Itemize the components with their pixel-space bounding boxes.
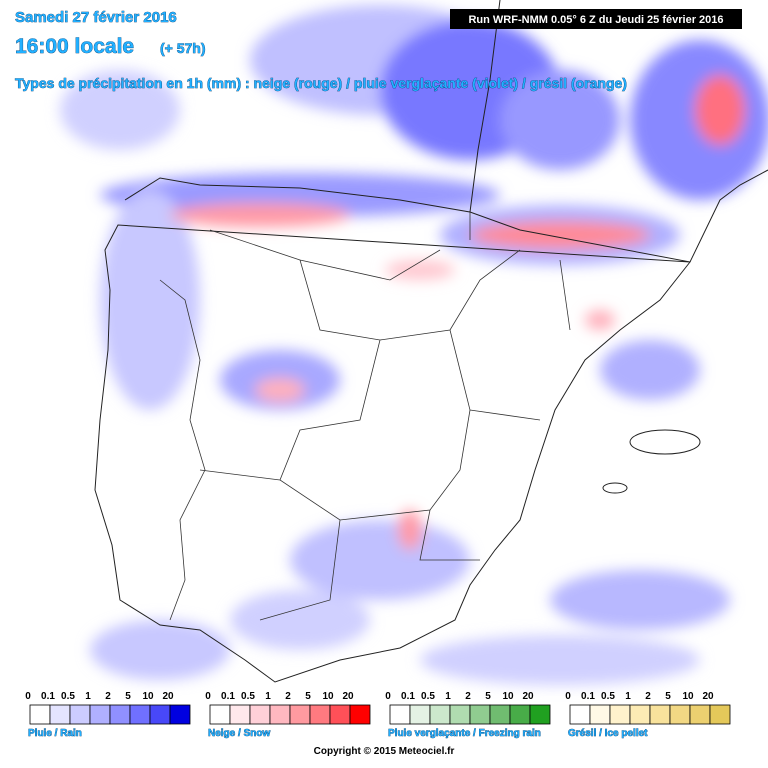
legend-tick-label: 5 (665, 691, 671, 702)
legend-tick-label: 5 (485, 691, 491, 702)
legend-swatch (309, 704, 331, 725)
legend-swatch (509, 704, 531, 725)
legend-tick-label: 0.5 (241, 691, 255, 702)
legend-tick-label: 0.5 (61, 691, 75, 702)
legend-tick-label: 1 (265, 691, 271, 702)
legend-tick-label: 10 (502, 691, 514, 702)
precipitation-field (60, 5, 768, 685)
date: Samedi 27 février 2016 (15, 9, 177, 26)
legend-tick-label: 5 (125, 691, 131, 702)
coastline (94, 0, 768, 683)
legend-tick-label: 10 (682, 691, 694, 702)
island (602, 482, 628, 494)
legend-swatch (649, 704, 671, 725)
legend-name: Grésil / Ice pellet (568, 728, 648, 739)
legend-swatch (589, 704, 611, 725)
region-borders (199, 229, 571, 621)
legend-tick-label: 2 (285, 691, 291, 702)
legend-tick-label: 0.1 (581, 691, 595, 702)
legend-tick-label: 20 (162, 691, 174, 702)
copyright: Copyright © 2015 Meteociel.fr (314, 746, 455, 757)
legend-tick-label: 0.1 (401, 691, 415, 702)
legend-swatch (149, 704, 171, 725)
lead-time: (+ 57h) (160, 40, 206, 56)
legend-swatch (429, 704, 451, 725)
legend-swatch (129, 704, 151, 725)
legend-tick-label: 10 (142, 691, 154, 702)
legend-name: Pluie verglaçante / Freezing rain (388, 728, 541, 739)
legend-tick-label: 0.5 (421, 691, 435, 702)
legend-tick-label: 5 (305, 691, 311, 702)
time: 16:00 locale (15, 35, 134, 58)
legend-tick-label: 0.1 (41, 691, 55, 702)
legend-tick-label: 0.1 (221, 691, 235, 702)
legend-swatch (409, 704, 431, 725)
legend-tick-label: 20 (342, 691, 354, 702)
subtitle: Types de précipitation en 1h (mm) : neig… (15, 75, 627, 91)
country-border (159, 212, 471, 621)
legend-tick-label: 0 (205, 691, 211, 702)
legend-swatch (269, 704, 291, 725)
legend-tick-label: 20 (702, 691, 714, 702)
legend-tick-label: 0 (385, 691, 391, 702)
legend-swatch (489, 704, 511, 725)
legend-swatch (709, 704, 731, 725)
legend-swatch (609, 704, 631, 725)
legend-swatch (249, 704, 271, 725)
legend-swatch (89, 704, 111, 725)
legend-swatch (389, 704, 411, 725)
legend-tick-label: 1 (85, 691, 91, 702)
legend-swatch (529, 704, 551, 725)
legend-name: Pluie / Rain (28, 728, 82, 739)
legend-tick-label: 20 (522, 691, 534, 702)
run-info: Run WRF-NMM 0.05° 6 Z du Jeudi 25 févrie… (468, 14, 723, 26)
legend-swatch (629, 704, 651, 725)
legend-swatch (689, 704, 711, 725)
legend-swatch (569, 704, 591, 725)
legend-swatch (29, 704, 51, 725)
legend-tick-label: 1 (445, 691, 451, 702)
legend-swatch (69, 704, 91, 725)
legend-swatch (469, 704, 491, 725)
legend-swatch (669, 704, 691, 725)
legend-name: Neige / Snow (208, 728, 270, 739)
legend-tick-label: 2 (105, 691, 111, 702)
legend-swatch (229, 704, 251, 725)
legend-tick-label: 0 (565, 691, 571, 702)
legend-tick-label: 0.5 (601, 691, 615, 702)
legend-swatch (449, 704, 471, 725)
legend-tick-label: 2 (465, 691, 471, 702)
legend-swatch (169, 704, 191, 725)
legend-tick-label: 2 (645, 691, 651, 702)
legend-swatch (329, 704, 351, 725)
legend-tick-label: 0 (25, 691, 31, 702)
legend-swatch (49, 704, 71, 725)
island (629, 429, 701, 455)
run-box (450, 9, 742, 29)
legend-swatch (349, 704, 371, 725)
legend-swatch (289, 704, 311, 725)
legend-swatch (209, 704, 231, 725)
legend-tick-label: 1 (625, 691, 631, 702)
legend-swatch (109, 704, 131, 725)
legend-tick-label: 10 (322, 691, 334, 702)
